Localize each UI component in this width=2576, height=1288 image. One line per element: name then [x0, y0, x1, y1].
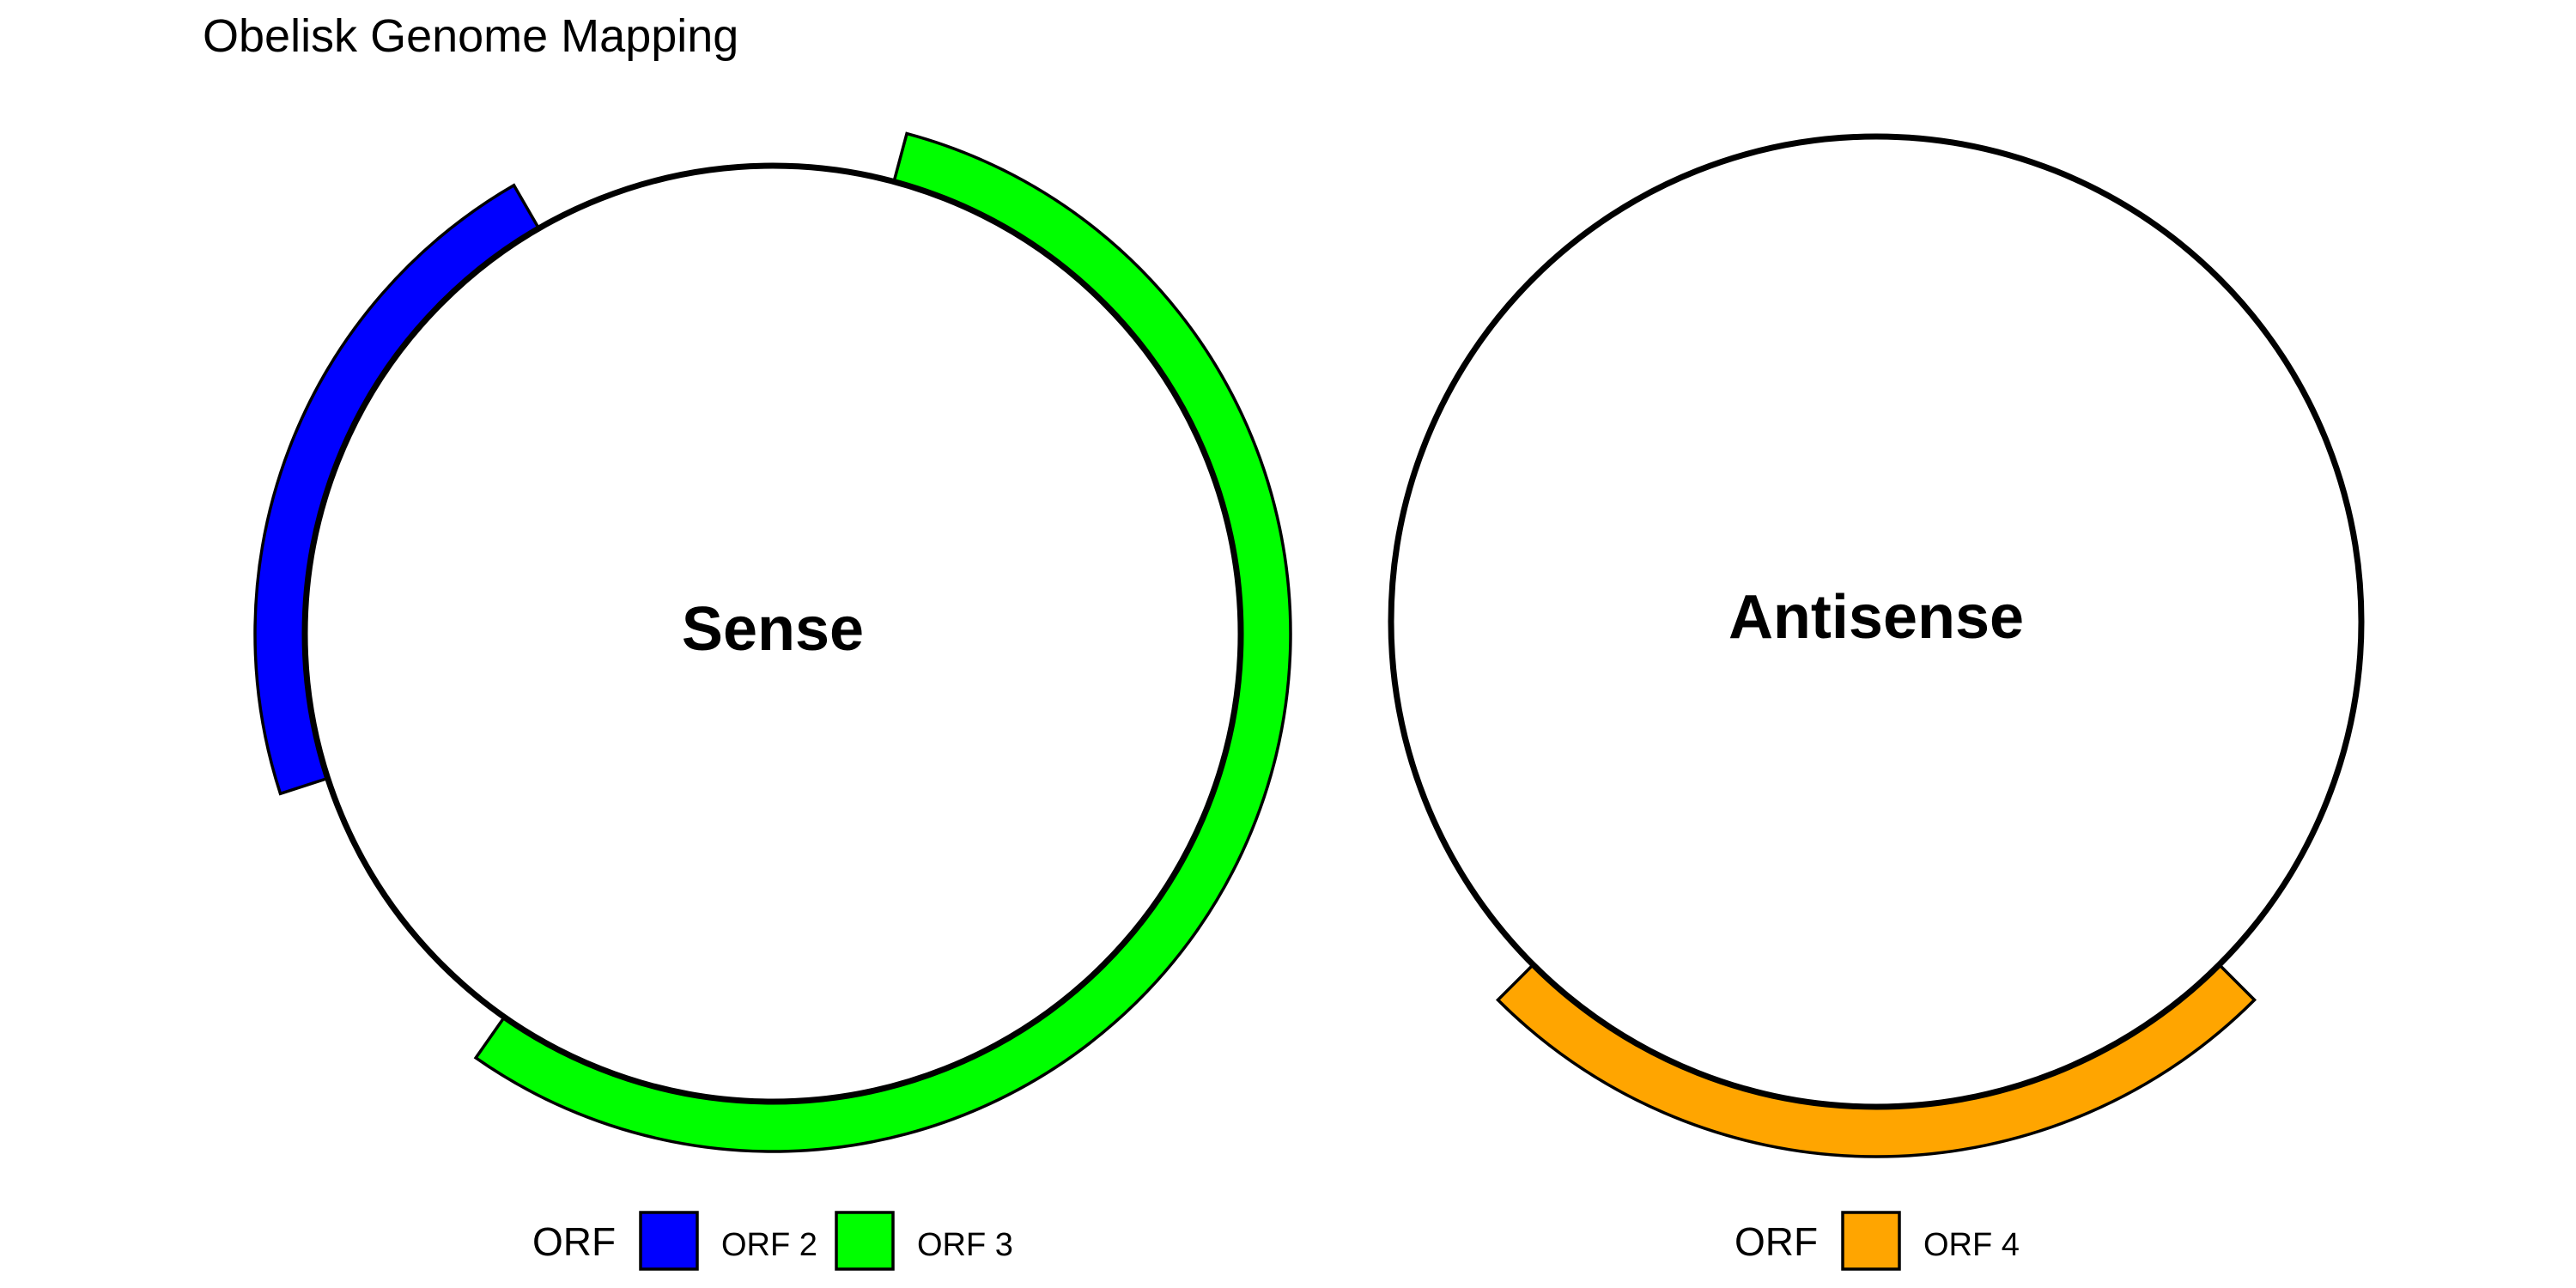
- sense-legend-title: ORF: [532, 1219, 616, 1264]
- legend-label-orf-2: ORF 2: [721, 1227, 817, 1263]
- antisense-orf-arcs: [1495, 963, 2257, 1158]
- sense-panel: Sense ORF ORF 2 ORF 3: [253, 131, 1292, 1271]
- sense-genome-circle: [301, 162, 1244, 1105]
- orf-3-arc: [473, 131, 1292, 1153]
- legend-label-orf-3: ORF 3: [917, 1227, 1013, 1263]
- antisense-legend-title: ORF: [1735, 1219, 1818, 1264]
- sense-center-label: Sense: [682, 595, 864, 664]
- legend-label-orf-4: ORF 4: [1923, 1227, 2020, 1263]
- antisense-center-label: Antisense: [1728, 583, 2024, 652]
- figure-title: Obelisk Genome Mapping: [203, 10, 738, 62]
- antisense-panel: Antisense ORF ORF 4: [1388, 133, 2365, 1271]
- orf-2-arc: [253, 183, 541, 796]
- sense-legend: ORF ORF 2 ORF 3: [532, 1211, 1013, 1271]
- antisense-genome-circle: [1388, 133, 2365, 1110]
- antisense-legend: ORF ORF 4: [1735, 1211, 2020, 1271]
- legend-swatch-orf-2: [639, 1211, 699, 1271]
- orf-4-arc: [1495, 963, 2257, 1158]
- legend-swatch-orf-4: [1841, 1211, 1901, 1271]
- legend-swatch-orf-3: [835, 1211, 895, 1271]
